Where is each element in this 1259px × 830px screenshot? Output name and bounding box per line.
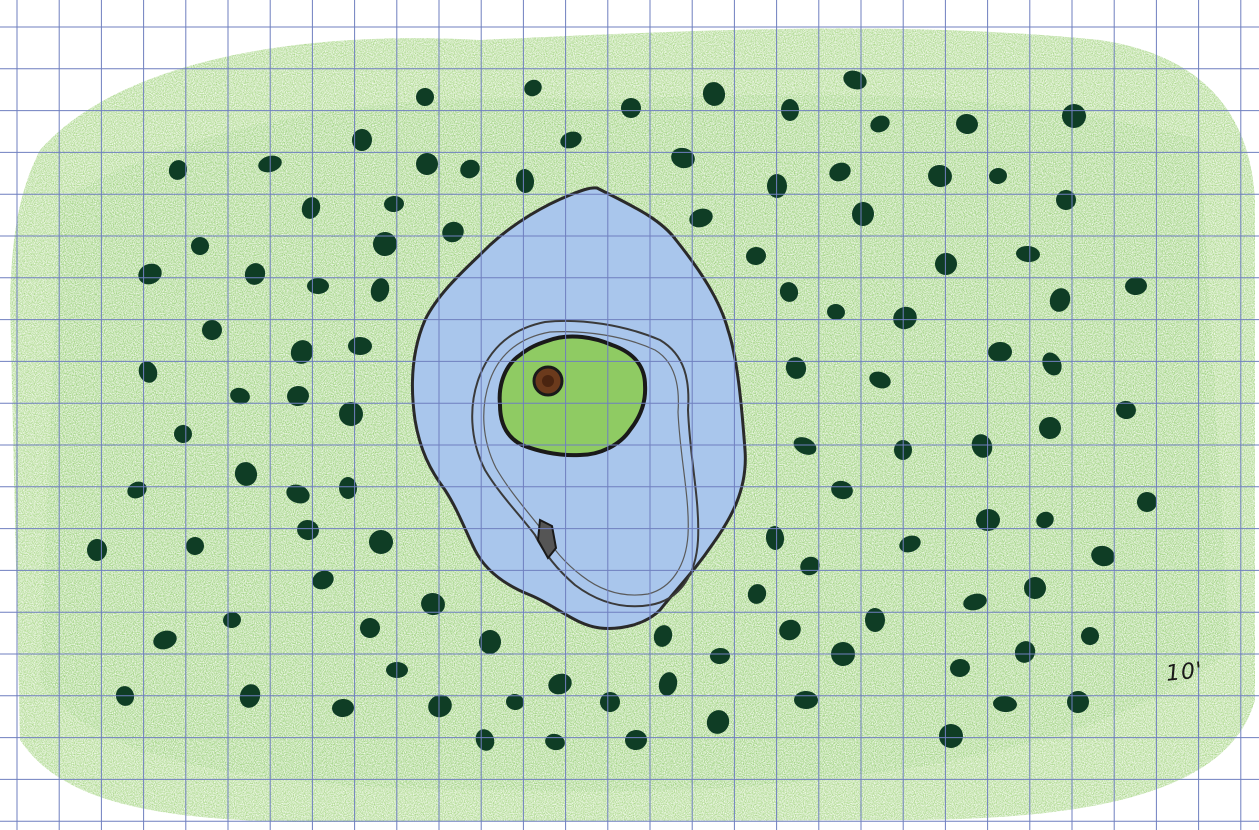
tree-icon	[600, 692, 620, 712]
tree-icon	[360, 618, 380, 638]
tree-icon	[870, 115, 890, 133]
tree-icon	[963, 593, 987, 611]
boat-icon	[536, 518, 558, 560]
tree-icon	[370, 278, 390, 302]
tree-icon	[1042, 352, 1062, 376]
tree-icon	[779, 619, 801, 641]
tree-icon	[168, 160, 188, 180]
tree-icon	[935, 253, 957, 275]
tree-icon	[899, 535, 921, 553]
tree-icon	[621, 98, 641, 118]
tree-icon	[928, 164, 952, 188]
tree-icon	[1091, 545, 1115, 567]
tree-icon	[653, 625, 673, 647]
tree-icon	[829, 162, 851, 182]
tree-icon	[475, 729, 495, 751]
tree-icon	[339, 402, 363, 426]
tree-icon	[1039, 417, 1061, 439]
tree-icon	[893, 306, 917, 330]
tree-icon	[779, 282, 799, 302]
tree-icon	[290, 340, 314, 364]
tree-icon	[1016, 245, 1040, 263]
tree-icon	[312, 570, 334, 590]
tree-icon	[989, 167, 1007, 185]
tree-icon	[625, 729, 647, 751]
tree-icon	[1049, 288, 1071, 312]
tree-icon	[338, 477, 358, 499]
tree-icon	[869, 371, 891, 389]
tree-icon	[369, 530, 393, 554]
tree-icon	[416, 153, 438, 175]
tree-icon	[689, 208, 713, 228]
tree-icon	[515, 169, 535, 193]
tree-icon	[191, 237, 209, 255]
tree-icon	[658, 672, 678, 696]
tree-icon	[202, 320, 222, 340]
tree-icon	[442, 221, 464, 243]
tree-icon	[416, 88, 434, 106]
tree-icon	[988, 341, 1012, 363]
island-ground	[497, 334, 648, 458]
tree-icon	[230, 387, 250, 405]
tree-icon	[297, 519, 319, 541]
scale-label: 10'	[1164, 658, 1205, 687]
tree-icon	[1137, 492, 1157, 512]
pond-inner-shore	[471, 319, 700, 608]
tree-icon	[373, 232, 397, 256]
tree-icon	[785, 357, 807, 379]
tree-icon	[384, 195, 404, 213]
tree-icon	[1062, 104, 1086, 128]
tree-icon	[1116, 400, 1136, 420]
tree-icon	[307, 278, 329, 294]
tree-icon	[351, 129, 373, 151]
tree-icon	[1125, 276, 1147, 296]
tree-icon	[851, 202, 875, 226]
tree-icon	[864, 608, 886, 632]
tree-icon	[765, 526, 785, 550]
tree-icon	[348, 336, 372, 356]
tree-icon	[746, 246, 766, 266]
tree-icon	[702, 82, 726, 106]
tree-icon	[524, 79, 542, 97]
tree-icon	[956, 113, 978, 135]
tree-icon	[793, 437, 817, 455]
tree-icon	[244, 263, 266, 285]
tree-icon	[332, 698, 354, 718]
tree-icon	[993, 695, 1017, 713]
tree-icon	[1036, 511, 1054, 529]
tree-icon	[286, 484, 310, 504]
tree-icon	[153, 630, 177, 650]
tree-icon	[780, 99, 800, 121]
tree-icon	[478, 630, 502, 654]
tree-icon	[186, 537, 204, 555]
pond-inner-shore-2	[483, 331, 689, 596]
tree-icon	[710, 647, 730, 665]
tree-icon	[428, 694, 452, 718]
tree-icon	[950, 658, 970, 678]
tree-icon	[706, 710, 730, 734]
tree-icon	[86, 539, 108, 561]
tree-icon	[460, 159, 480, 179]
tree-icon	[127, 481, 147, 499]
tree-icon	[827, 303, 845, 321]
tree-icon	[287, 385, 309, 407]
tree-icon	[174, 425, 192, 443]
tree-icon	[747, 584, 767, 604]
tree-icon	[831, 480, 853, 500]
island	[497, 334, 648, 458]
tree-icon	[671, 147, 695, 169]
tree-icon	[301, 197, 321, 219]
tree-icon	[234, 462, 258, 486]
tree-icon	[1081, 627, 1099, 645]
tree-icon	[506, 693, 524, 711]
tree-icon	[1056, 190, 1076, 210]
tree-icon	[138, 263, 162, 285]
